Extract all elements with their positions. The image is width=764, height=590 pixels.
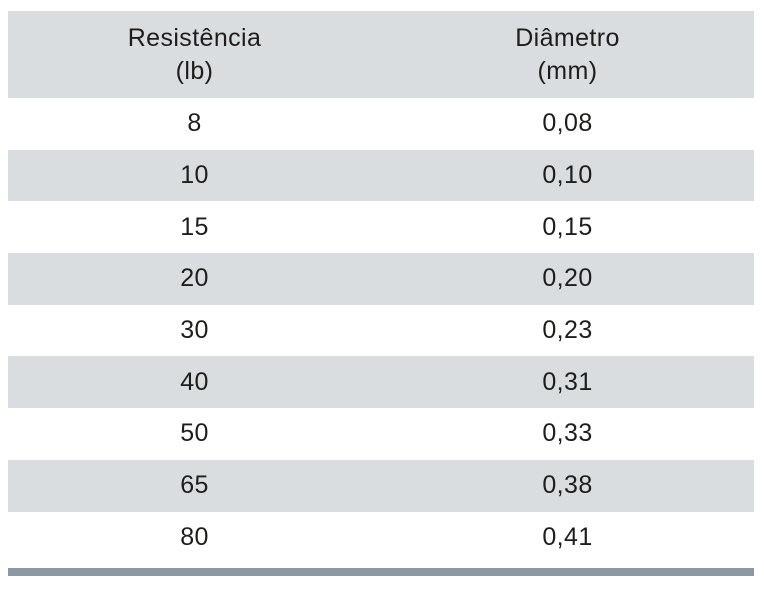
column-unit: (lb) [175,56,214,85]
table-row: 65 0,38 [8,459,754,512]
diameter-cell: 0,33 [542,419,593,448]
table-row: 8 0,08 [8,98,754,150]
line-spec-table: Resistência (lb) Diâmetro (mm) 8 0,08 10… [8,11,754,577]
diameter-cell: 0,41 [542,522,593,551]
diameter-cell: 0,10 [542,161,593,190]
diameter-cell: 0,38 [542,471,593,500]
diameter-cell: 0,15 [542,212,593,241]
table-row: 50 0,33 [8,408,754,460]
column-title: Resistência [127,23,262,52]
resistance-cell: 50 [180,419,209,448]
resistance-cell: 15 [180,212,209,241]
diameter-cell: 0,08 [542,109,593,138]
resistance-cell: 80 [180,522,209,551]
table-row: 15 0,15 [8,201,754,254]
table-row: 80 0,41 [8,511,754,564]
diameter-cell: 0,23 [542,316,593,345]
resistance-cell: 65 [180,471,209,500]
table-row: 10 0,10 [8,149,754,202]
column-header-resistance: Resistência (lb) [8,22,381,88]
table-row: 20 0,20 [8,253,754,305]
column-title: Diâmetro [515,23,620,52]
table-body: 8 0,08 10 0,10 15 0,15 20 0,20 30 0,23 4… [8,98,754,564]
column-header-diameter: Diâmetro (mm) [381,22,754,88]
resistance-cell: 30 [180,316,209,345]
table-header-row: Resistência (lb) Diâmetro (mm) [8,11,754,98]
diameter-cell: 0,31 [542,367,593,396]
table-row: 40 0,31 [8,356,754,409]
resistance-cell: 40 [180,367,209,396]
diameter-cell: 0,20 [542,264,593,293]
resistance-cell: 20 [180,264,209,293]
resistance-cell: 8 [187,109,202,138]
column-unit: (mm) [537,56,598,85]
resistance-cell: 10 [180,161,209,190]
table-row: 30 0,23 [8,304,754,357]
table-bottom-rule [8,568,754,577]
